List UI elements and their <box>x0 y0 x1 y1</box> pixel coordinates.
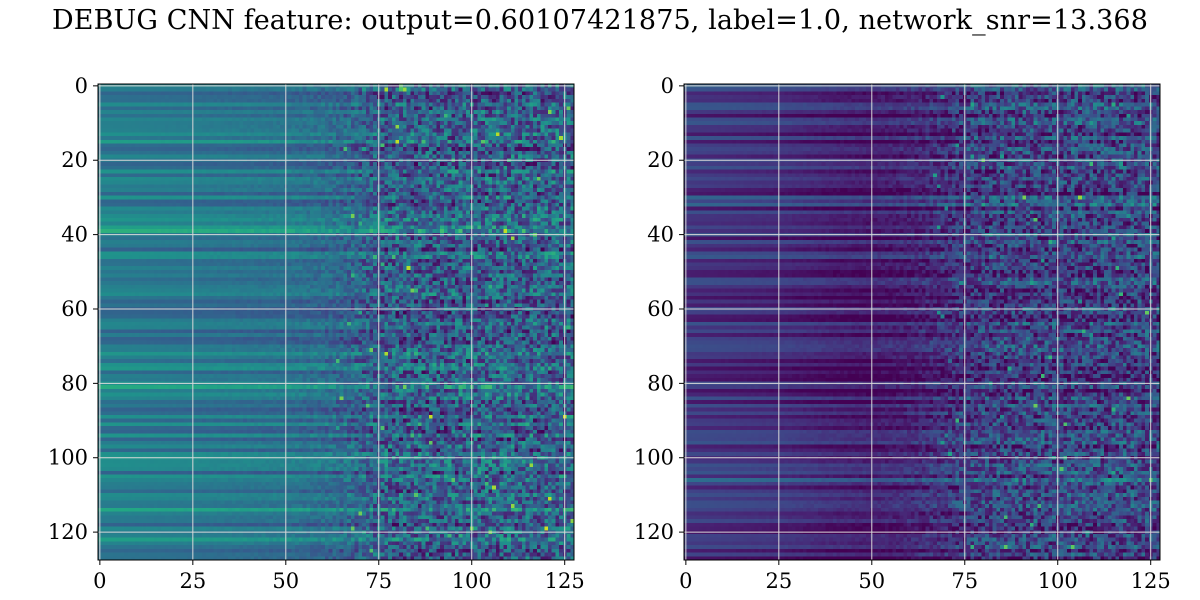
y-tick-label: 120 <box>48 520 88 544</box>
y-tick-label: 100 <box>48 446 88 470</box>
x-tick-label: 75 <box>365 569 392 593</box>
x-tick-label: 25 <box>179 569 206 593</box>
y-tick-label: 0 <box>75 74 88 98</box>
x-tick-label: 0 <box>679 569 692 593</box>
y-tick-label: 80 <box>61 371 88 395</box>
right-heatmap-panel: 0 25 50 75 100 125 0 20 40 60 80 100 120 <box>634 74 1171 593</box>
x-tick-label: 25 <box>765 569 792 593</box>
y-tick-label: 20 <box>61 148 88 172</box>
x-tick-label: 50 <box>272 569 299 593</box>
heatmap-image <box>98 84 574 560</box>
y-tick-label: 60 <box>647 297 674 321</box>
y-tick-label: 40 <box>61 223 88 247</box>
x-tick-label: 75 <box>951 569 978 593</box>
y-tick-label: 20 <box>647 148 674 172</box>
y-tick-label: 120 <box>634 520 674 544</box>
y-tick-label: 40 <box>647 223 674 247</box>
x-tick-label: 0 <box>93 569 106 593</box>
y-tick-label: 60 <box>61 297 88 321</box>
axes-frame <box>683 83 1161 561</box>
x-tick-label: 125 <box>1131 569 1171 593</box>
x-tick-label: 125 <box>545 569 585 593</box>
left-heatmap-panel: 0 25 50 75 100 125 0 20 40 60 80 100 120 <box>48 74 585 593</box>
y-tick-label: 100 <box>634 446 674 470</box>
x-tick-label: 50 <box>858 569 885 593</box>
x-tick-label: 100 <box>452 569 492 593</box>
figure-title: DEBUG CNN feature: output=0.60107421875,… <box>52 5 1148 36</box>
x-tick-label: 100 <box>1038 569 1078 593</box>
axes-frame <box>97 83 575 561</box>
heatmap-image <box>684 84 1160 560</box>
y-tick-label: 80 <box>647 371 674 395</box>
y-tick-label: 0 <box>661 74 674 98</box>
